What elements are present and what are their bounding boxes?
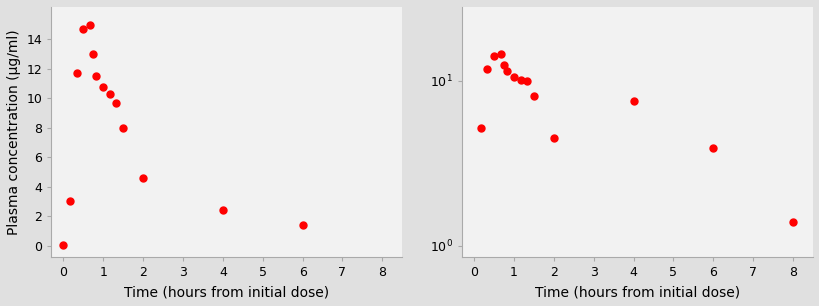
Point: [77, 27, 90, 32]
Point: [473, 125, 486, 130]
Point: [84, 22, 97, 27]
X-axis label: Time (hours from initial dose): Time (hours from initial dose): [534, 285, 740, 299]
Point: [627, 99, 640, 104]
Point: [57, 242, 70, 247]
Point: [520, 79, 533, 84]
Point: [70, 71, 83, 76]
Point: [64, 199, 77, 204]
Point: [296, 222, 309, 227]
Point: [137, 175, 150, 180]
X-axis label: Time (hours from initial dose): Time (hours from initial dose): [124, 285, 329, 299]
Point: [90, 74, 103, 79]
Point: [514, 78, 527, 83]
Point: [216, 208, 229, 213]
Point: [486, 53, 500, 58]
Point: [785, 219, 799, 224]
Point: [103, 91, 116, 96]
Point: [116, 125, 129, 130]
Point: [494, 52, 507, 57]
Point: [87, 52, 100, 57]
Point: [527, 93, 540, 98]
Point: [706, 146, 719, 151]
Point: [507, 75, 520, 80]
Y-axis label: Plasma concentration (μg/ml): Plasma concentration (μg/ml): [7, 29, 21, 235]
Point: [110, 100, 123, 105]
Point: [500, 68, 514, 73]
Point: [480, 66, 493, 71]
Point: [97, 84, 110, 89]
Point: [497, 62, 510, 67]
Point: [546, 136, 559, 140]
